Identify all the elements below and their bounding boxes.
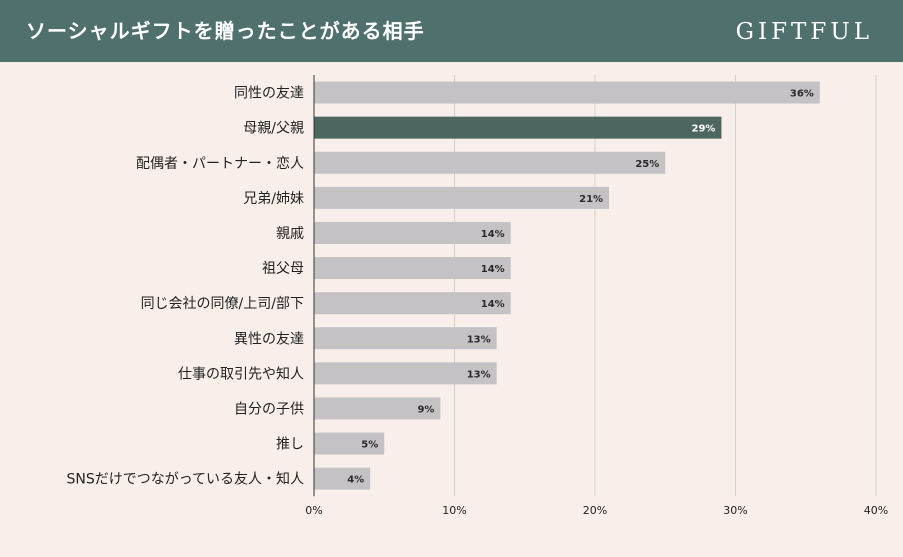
value-label: 14% bbox=[481, 299, 505, 310]
category-label: SNSだけでつながっている友人・知人 bbox=[66, 471, 304, 488]
category-label: 同性の友達 bbox=[234, 86, 304, 102]
bar bbox=[314, 186, 610, 209]
category-label: 同じ会社の同僚/上司/部下 bbox=[141, 296, 304, 312]
x-tick-label: 30% bbox=[723, 504, 747, 517]
category-label: 親戚 bbox=[276, 226, 304, 242]
header-bar: ソーシャルギフトを贈ったことがある相手 GIFTFUL bbox=[0, 0, 903, 62]
value-label: 25% bbox=[635, 159, 659, 170]
bar bbox=[314, 292, 511, 315]
value-label: 4% bbox=[347, 475, 364, 486]
x-tick-label: 10% bbox=[442, 504, 466, 517]
category-label: 兄弟/姉妹 bbox=[243, 191, 304, 207]
bar bbox=[314, 257, 511, 280]
value-label: 14% bbox=[481, 229, 505, 240]
bar-chart: 同性の友達 36% 母親/父親 29% 配偶者・パートナー・恋人 25% 兄弟/姉妹 21% 親… bbox=[66, 75, 888, 517]
bar bbox=[314, 151, 666, 174]
bar bbox=[314, 397, 441, 420]
category-label: 母親/父親 bbox=[243, 121, 304, 137]
x-tick-label: 20% bbox=[583, 504, 607, 517]
value-label: 9% bbox=[417, 404, 434, 415]
brand-logo: GIFTFUL bbox=[735, 19, 873, 45]
value-label: 29% bbox=[692, 124, 716, 135]
category-label: 仕事の取引先や知人 bbox=[178, 365, 304, 382]
category-label: 祖父母 bbox=[262, 261, 304, 277]
x-tick-label: 0% bbox=[305, 504, 322, 517]
x-tick-label: 40% bbox=[864, 504, 888, 517]
value-label: 14% bbox=[481, 264, 505, 275]
bar bbox=[314, 327, 497, 350]
bar bbox=[314, 467, 371, 490]
value-label: 13% bbox=[467, 369, 491, 380]
bar bbox=[314, 221, 511, 244]
bar bbox=[314, 116, 722, 139]
value-label: 36% bbox=[790, 89, 814, 100]
bar bbox=[314, 81, 820, 104]
bar bbox=[314, 432, 385, 455]
value-label: 13% bbox=[467, 334, 491, 345]
bar bbox=[314, 362, 497, 385]
value-label: 21% bbox=[579, 194, 603, 205]
category-label: 推し bbox=[276, 437, 304, 453]
category-label: 自分の子供 bbox=[234, 401, 304, 417]
chart-title: ソーシャルギフトを贈ったことがある相手 bbox=[26, 19, 425, 43]
value-label: 5% bbox=[361, 440, 378, 451]
category-label: 配偶者・パートナー・恋人 bbox=[136, 155, 304, 172]
category-label: 異性の友達 bbox=[234, 331, 304, 347]
